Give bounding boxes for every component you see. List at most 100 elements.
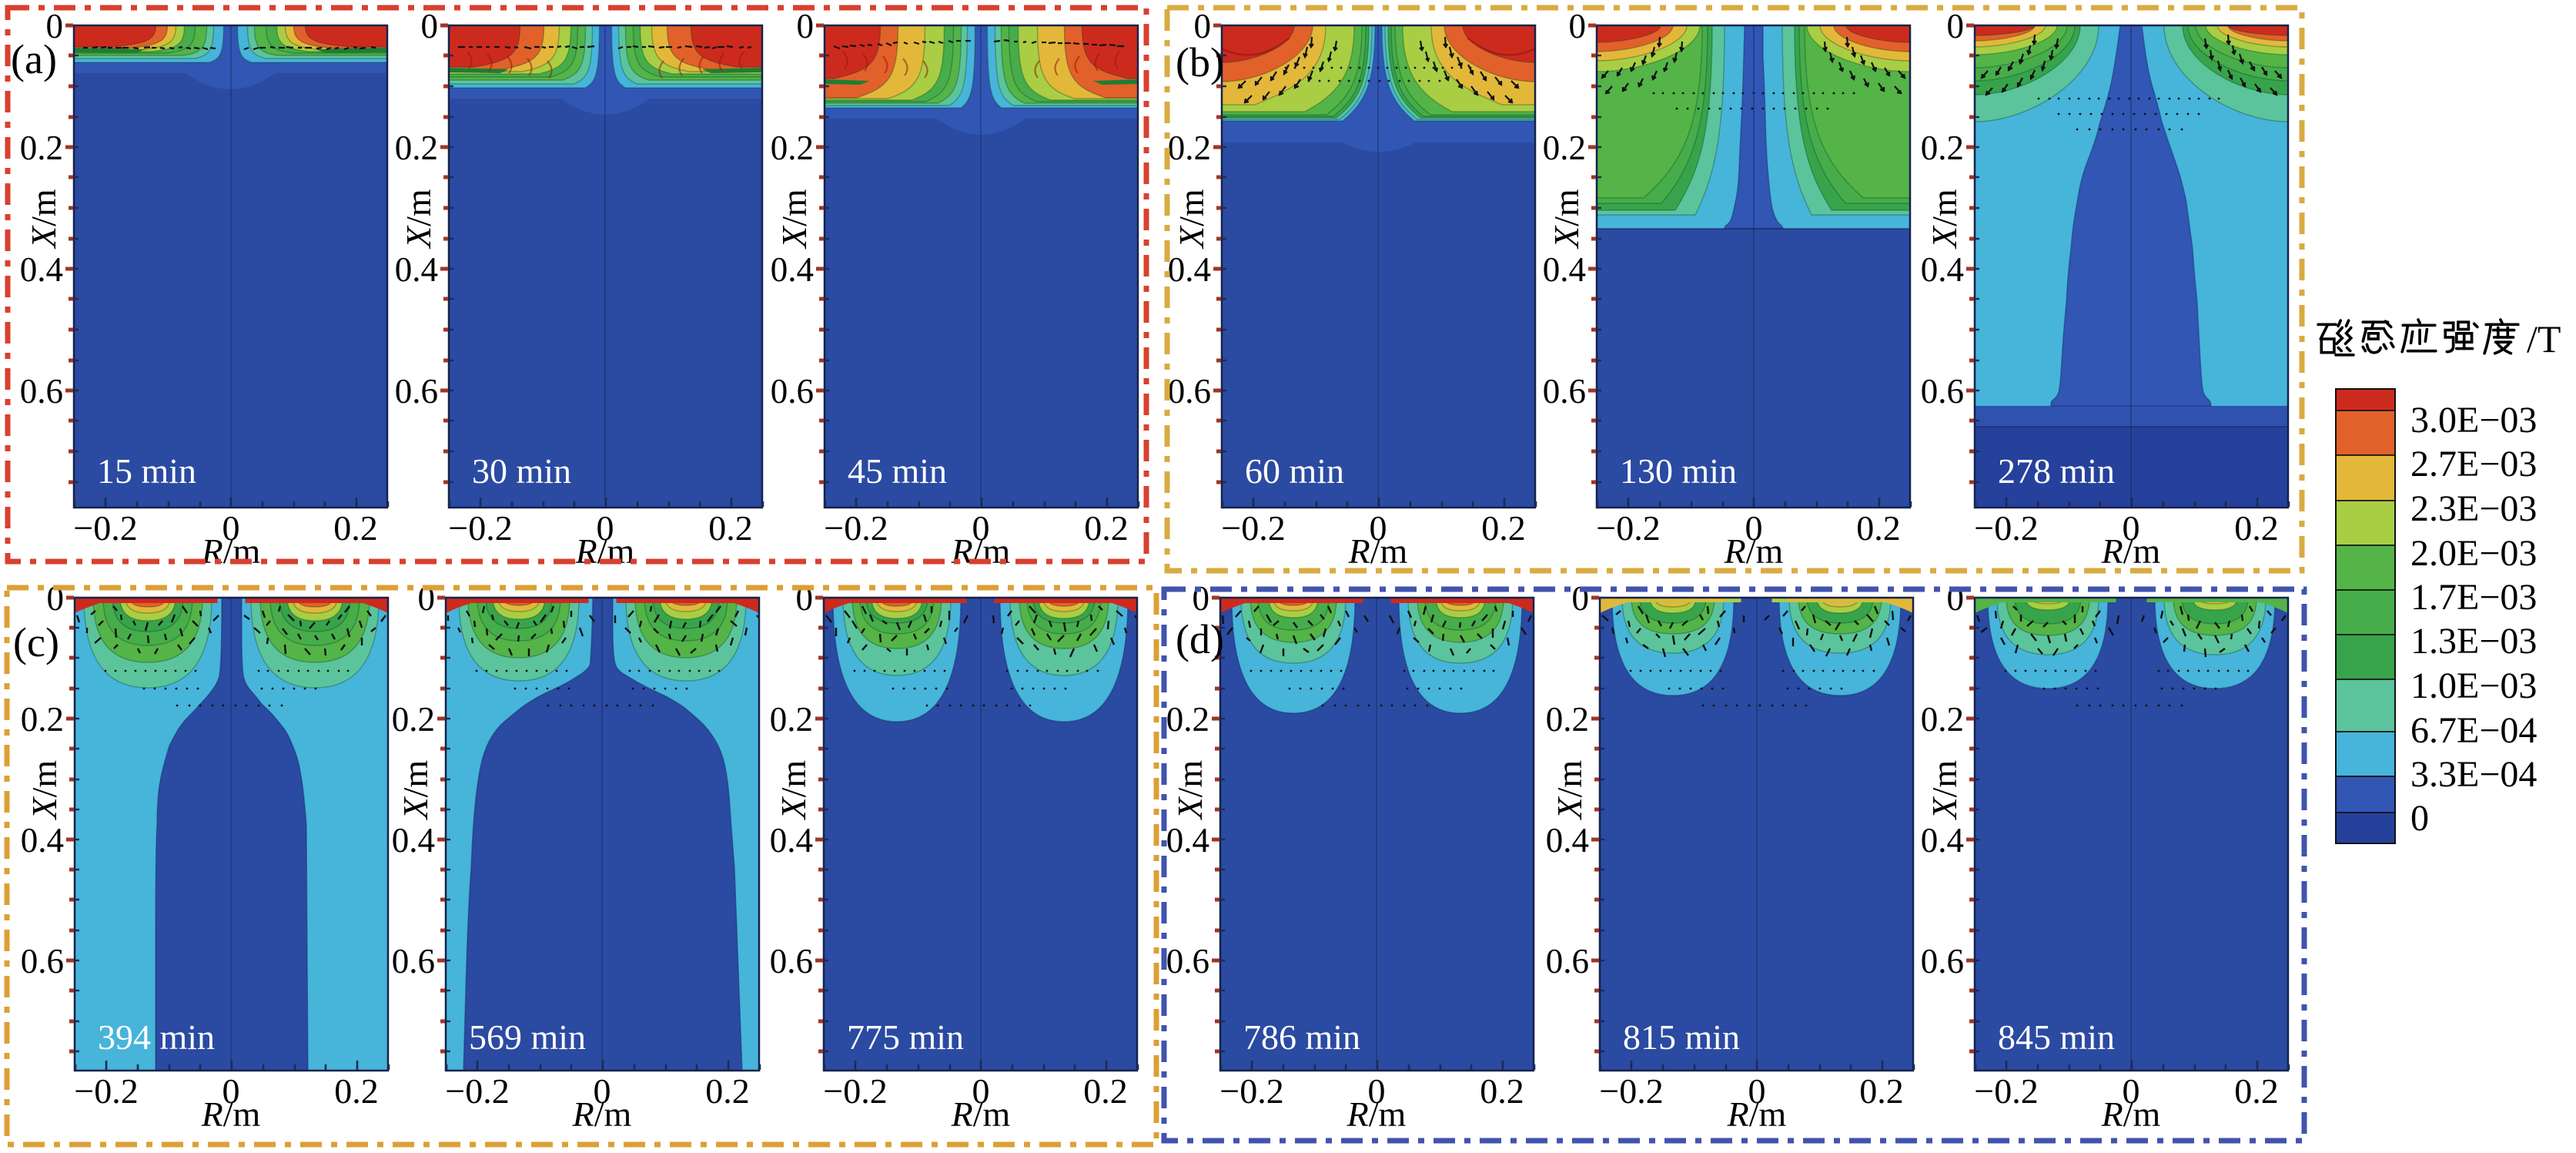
svg-text:2.7E−03: 2.7E−03	[2410, 444, 2537, 484]
svg-text:130 min: 130 min	[1620, 451, 1737, 491]
svg-text:0: 0	[1194, 7, 1212, 45]
svg-text:0.4: 0.4	[1921, 250, 1964, 289]
svg-text:X/m: X/m	[1925, 189, 1964, 250]
svg-text:0: 0	[1193, 579, 1210, 618]
svg-text:0: 0	[1572, 579, 1590, 618]
svg-text:0.2: 0.2	[2234, 1071, 2279, 1111]
svg-text:−0.2: −0.2	[445, 1071, 509, 1111]
svg-text:0.2: 0.2	[333, 508, 378, 548]
svg-text:15 min: 15 min	[97, 451, 196, 491]
svg-text:0: 0	[222, 1071, 240, 1111]
svg-text:X/m: X/m	[1925, 760, 1964, 821]
svg-text:R/m: R/m	[1727, 1094, 1787, 1134]
svg-text:0.4: 0.4	[392, 821, 435, 860]
svg-text:/T: /T	[2527, 317, 2561, 360]
svg-text:X/m: X/m	[774, 189, 814, 250]
svg-text:0.2: 0.2	[334, 1071, 379, 1111]
svg-text:0: 0	[972, 1071, 990, 1111]
svg-text:0.4: 0.4	[1543, 250, 1586, 289]
svg-text:0.2: 0.2	[1921, 129, 1964, 167]
svg-text:0.6: 0.6	[21, 942, 64, 980]
svg-text:30 min: 30 min	[472, 451, 571, 491]
svg-text:0.6: 0.6	[1921, 372, 1964, 411]
svg-text:0.2: 0.2	[1481, 508, 1526, 548]
svg-text:R/m: R/m	[1724, 531, 1784, 571]
svg-text:0.2: 0.2	[1168, 129, 1211, 167]
svg-text:0: 0	[1368, 1071, 1386, 1111]
svg-text:R/m: R/m	[575, 531, 635, 571]
svg-text:0: 0	[594, 1071, 611, 1111]
svg-text:3.3E−04: 3.3E−04	[2410, 754, 2537, 795]
svg-text:R/m: R/m	[1347, 1094, 1407, 1134]
svg-text:278 min: 278 min	[1998, 451, 2115, 491]
svg-text:R/m: R/m	[572, 1094, 632, 1134]
svg-text:0.2: 0.2	[1083, 1071, 1128, 1111]
svg-text:X/m: X/m	[1547, 189, 1586, 250]
svg-text:569 min: 569 min	[469, 1017, 586, 1057]
svg-text:0.6: 0.6	[1546, 942, 1589, 980]
svg-text:0: 0	[2410, 798, 2429, 839]
svg-text:0.2: 0.2	[395, 129, 438, 167]
svg-text:0: 0	[1370, 508, 1387, 548]
svg-text:0: 0	[1569, 7, 1587, 45]
svg-text:0.4: 0.4	[1166, 821, 1209, 860]
svg-text:X/m: X/m	[1550, 760, 1589, 821]
svg-text:−0.2: −0.2	[73, 508, 137, 548]
svg-text:0.2: 0.2	[708, 508, 753, 548]
svg-text:0.2: 0.2	[1859, 1071, 1904, 1111]
svg-text:1.0E−03: 1.0E−03	[2410, 665, 2537, 706]
svg-text:0.2: 0.2	[1480, 1071, 1524, 1111]
svg-text:0.6: 0.6	[1166, 942, 1209, 980]
svg-text:1.3E−03: 1.3E−03	[2410, 621, 2537, 662]
svg-text:45 min: 45 min	[848, 451, 947, 491]
svg-text:−0.2: −0.2	[823, 1071, 887, 1111]
svg-text:0.2: 0.2	[1856, 508, 1901, 548]
svg-text:0.6: 0.6	[395, 372, 438, 411]
svg-text:(b): (b)	[1176, 39, 1224, 85]
svg-text:6.7E−04: 6.7E−04	[2410, 710, 2537, 751]
svg-text:0: 0	[1947, 579, 1965, 618]
svg-text:0: 0	[597, 508, 614, 548]
svg-text:0: 0	[421, 7, 439, 45]
svg-text:R/m: R/m	[951, 1094, 1011, 1134]
svg-text:X/m: X/m	[24, 189, 63, 250]
svg-text:X/m: X/m	[1172, 189, 1211, 250]
svg-text:0.2: 0.2	[1166, 700, 1209, 739]
svg-text:0.6: 0.6	[1921, 942, 1964, 980]
svg-text:0.6: 0.6	[1168, 372, 1211, 411]
svg-text:X/m: X/m	[774, 760, 813, 821]
svg-text:394 min: 394 min	[98, 1017, 215, 1057]
svg-text:786 min: 786 min	[1243, 1017, 1360, 1057]
svg-text:2.0E−03: 2.0E−03	[2410, 533, 2537, 574]
svg-text:0.2: 0.2	[2234, 508, 2279, 548]
svg-text:R/m: R/m	[201, 1094, 261, 1134]
svg-text:0.2: 0.2	[21, 700, 64, 739]
svg-text:0.2: 0.2	[20, 129, 63, 167]
svg-text:X/m: X/m	[399, 189, 438, 250]
svg-text:(c): (c)	[13, 619, 59, 665]
svg-text:0.4: 0.4	[20, 250, 63, 289]
svg-text:0.2: 0.2	[1543, 129, 1586, 167]
svg-text:775 min: 775 min	[847, 1017, 964, 1057]
svg-text:−0.2: −0.2	[1596, 508, 1660, 548]
svg-text:0.2: 0.2	[771, 129, 814, 167]
svg-text:0: 0	[2123, 508, 2140, 548]
svg-text:X/m: X/m	[1170, 760, 1209, 821]
svg-text:0.6: 0.6	[770, 942, 813, 980]
svg-text:−0.2: −0.2	[1974, 508, 2038, 548]
svg-text:X/m: X/m	[396, 760, 435, 821]
svg-text:R/m: R/m	[2101, 1094, 2161, 1134]
svg-text:−0.2: −0.2	[1219, 1071, 1283, 1111]
svg-text:0.2: 0.2	[392, 700, 435, 739]
svg-text:2.3E−03: 2.3E−03	[2410, 488, 2537, 529]
svg-text:0.2: 0.2	[1546, 700, 1589, 739]
svg-text:−0.2: −0.2	[1599, 1071, 1663, 1111]
svg-text:0.6: 0.6	[771, 372, 814, 411]
svg-text:0.4: 0.4	[770, 821, 813, 860]
svg-text:−0.2: −0.2	[1221, 508, 1285, 548]
svg-text:1.7E−03: 1.7E−03	[2410, 577, 2537, 618]
svg-text:−0.2: −0.2	[74, 1071, 138, 1111]
svg-text:0: 0	[1748, 1071, 1766, 1111]
svg-text:0.6: 0.6	[20, 372, 63, 411]
svg-text:0.2: 0.2	[770, 700, 813, 739]
